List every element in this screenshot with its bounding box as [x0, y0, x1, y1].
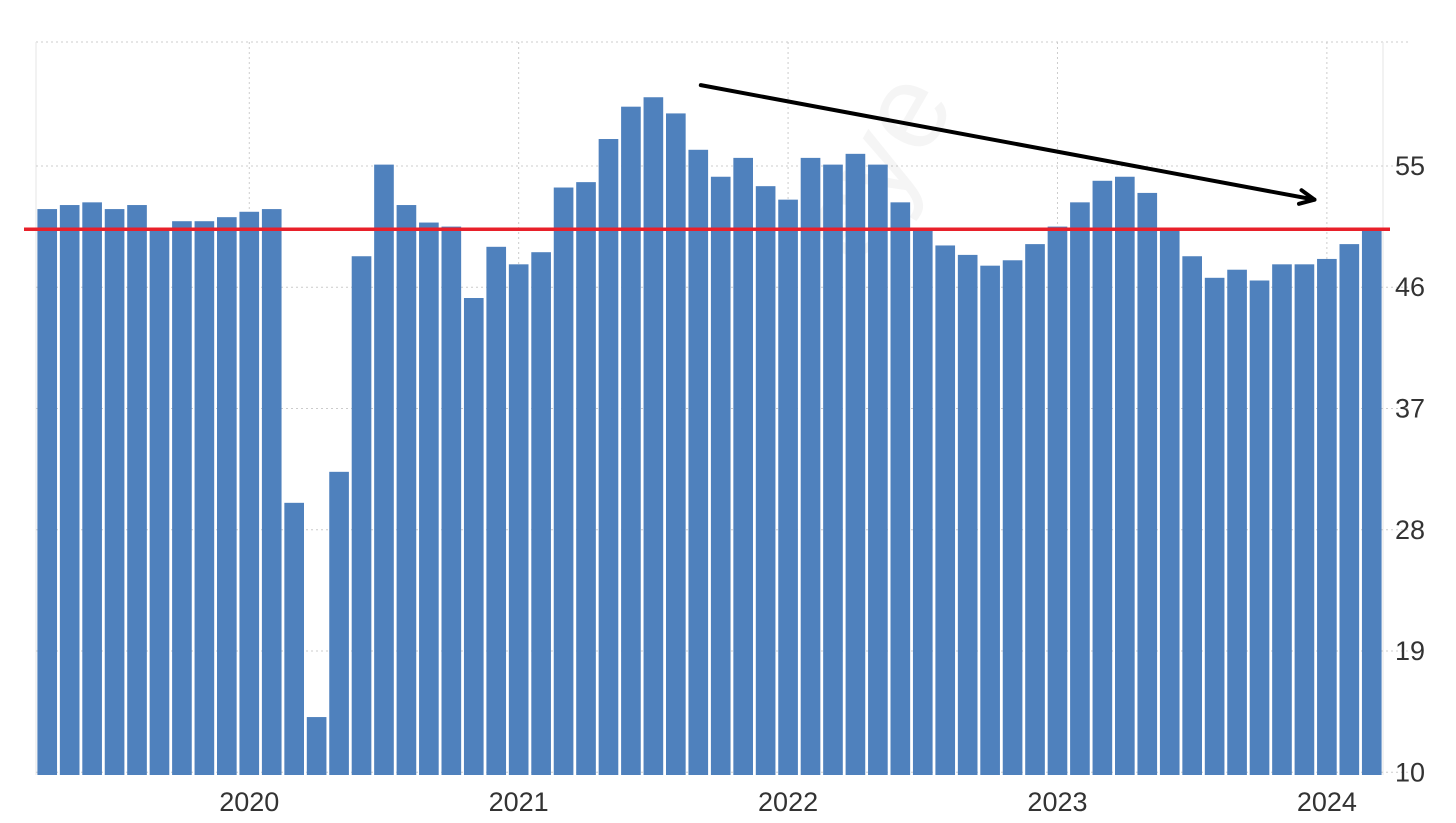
bar	[1137, 192, 1158, 776]
x-tick-label: 2021	[489, 787, 549, 817]
x-axis: 2020 2021 2022 2023 2024	[219, 787, 1357, 817]
bar	[688, 149, 709, 775]
bar	[149, 227, 170, 776]
bar	[37, 209, 58, 776]
bar	[1227, 269, 1247, 775]
bar	[1115, 176, 1135, 775]
bar	[1272, 264, 1292, 775]
bar	[396, 205, 417, 776]
bar	[598, 139, 619, 775]
bar	[194, 221, 215, 776]
y-axis: 10 19 28 37 46 55	[1395, 151, 1425, 787]
bar	[1092, 180, 1113, 776]
bar	[351, 256, 372, 775]
x-tick-label: 2023	[1027, 787, 1087, 817]
bar	[486, 246, 507, 775]
y-tick-label: 55	[1395, 151, 1425, 181]
bar	[1047, 226, 1068, 776]
bar	[463, 298, 484, 775]
bar	[755, 186, 776, 776]
bar	[980, 265, 1000, 775]
bar	[531, 252, 551, 775]
bar	[553, 187, 574, 775]
bar	[666, 113, 686, 776]
bar	[1025, 244, 1045, 776]
bar	[1361, 229, 1382, 775]
bar	[284, 502, 304, 775]
bar	[441, 226, 462, 776]
bar	[621, 106, 641, 776]
bar	[868, 164, 888, 775]
bars	[37, 97, 1382, 776]
bar	[643, 97, 664, 775]
bar	[1317, 258, 1337, 775]
bar	[419, 222, 439, 775]
bar	[823, 164, 843, 775]
bar	[306, 717, 327, 775]
bar	[172, 221, 192, 776]
bar	[1070, 202, 1090, 775]
bar	[1182, 256, 1202, 775]
y-tick-label: 28	[1395, 515, 1425, 545]
y-tick-label: 10	[1395, 757, 1425, 787]
bar	[1159, 229, 1180, 775]
bar	[508, 264, 529, 775]
bar	[1002, 260, 1023, 775]
bar	[890, 202, 911, 775]
bar	[912, 229, 933, 775]
bar	[845, 153, 866, 775]
bar	[800, 157, 821, 776]
bar	[733, 157, 753, 776]
trend-arrow-line	[698, 83, 1317, 202]
bar	[576, 182, 596, 776]
bar	[935, 245, 956, 775]
bar	[778, 199, 798, 775]
trend-arrow-head	[1296, 188, 1317, 206]
x-tick-label: 2020	[219, 787, 279, 817]
bar	[82, 202, 102, 775]
bar	[261, 209, 282, 776]
bar	[104, 209, 125, 776]
y-tick-label: 37	[1395, 394, 1425, 424]
bar	[59, 205, 80, 776]
bar	[957, 254, 978, 776]
bar	[127, 205, 147, 776]
x-tick-label: 2024	[1297, 787, 1357, 817]
x-tick-label: 2022	[758, 787, 818, 817]
overlays	[24, 83, 1390, 232]
bar	[374, 164, 394, 775]
bar	[1204, 277, 1225, 775]
bar	[710, 176, 731, 775]
bar	[217, 217, 237, 776]
bar	[239, 211, 260, 775]
y-tick-label: 19	[1395, 636, 1425, 666]
y-tick-label: 46	[1395, 272, 1425, 302]
bar	[1339, 244, 1360, 776]
bar	[329, 471, 349, 775]
bar	[1294, 264, 1315, 775]
bar	[1249, 280, 1270, 775]
